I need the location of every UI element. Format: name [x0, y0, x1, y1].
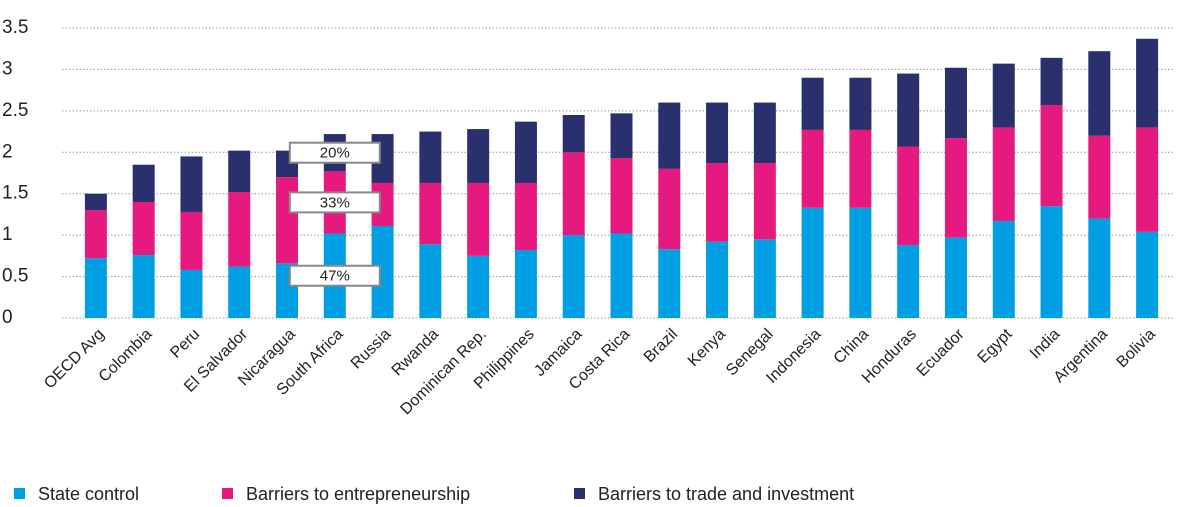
bar-segment	[371, 226, 394, 318]
bar-segment	[1088, 218, 1111, 318]
x-tick-label: Ecuador	[914, 325, 969, 380]
bar-segment	[1136, 38, 1159, 128]
bar-segment	[658, 102, 681, 169]
bar-segment	[562, 152, 585, 236]
legend-swatch	[222, 488, 233, 499]
x-tick-label: India	[1027, 326, 1064, 363]
bar-segment	[1136, 127, 1159, 232]
bar-segment	[992, 221, 1015, 318]
x-tick-label: Egypt	[975, 325, 1016, 366]
bar-segment	[467, 182, 490, 256]
bar-segment	[84, 258, 107, 318]
x-tick-label: Dominican Rep.	[397, 326, 490, 419]
y-tick-label: 2.5	[2, 100, 28, 121]
bar-segment	[180, 211, 203, 270]
y-tick-label: 2	[2, 141, 13, 162]
bar-segment	[897, 245, 920, 318]
bar-segment	[419, 182, 442, 245]
bar-segment	[419, 244, 442, 318]
bar-segment	[467, 129, 490, 183]
bar-segment	[514, 182, 537, 251]
bar-segment	[801, 129, 824, 208]
bar-segment	[1040, 206, 1063, 318]
bar-segment	[753, 239, 776, 318]
bar-segment	[562, 235, 585, 318]
bar-segment	[84, 193, 107, 211]
bar-segment	[1136, 231, 1159, 318]
x-tick-label: Bolivia	[1114, 326, 1159, 371]
bar-segment	[706, 163, 729, 242]
bar-segment	[658, 249, 681, 318]
legend-label: State control	[38, 484, 139, 504]
bar-segment	[562, 115, 585, 153]
bar-segment	[849, 77, 872, 130]
bar-segment	[228, 150, 251, 193]
bar-segment	[897, 73, 920, 147]
bar-segment	[753, 102, 776, 164]
bar-segment	[1040, 57, 1063, 106]
x-tick-label: Peru	[167, 326, 203, 362]
bar-segment	[992, 63, 1015, 128]
annotation-box	[288, 141, 381, 164]
legend-label: Barriers to trade and investment	[598, 484, 854, 504]
bar-segment	[467, 255, 490, 318]
bar-segment	[84, 210, 107, 259]
bar-segment	[801, 207, 824, 318]
bar-segment	[514, 250, 537, 318]
bar-segment	[180, 156, 203, 212]
bar-segment	[610, 233, 633, 318]
annotation: 33%	[320, 194, 350, 211]
legend-swatch	[14, 488, 25, 499]
bar-segment	[1040, 105, 1063, 207]
bar-segment	[944, 138, 967, 238]
x-tick-label: Kenya	[685, 326, 729, 370]
bar-segment	[801, 77, 824, 130]
bar-segment	[706, 102, 729, 164]
y-tick-label: 1.5	[2, 183, 28, 204]
y-tick-label: 3.5	[2, 17, 28, 38]
bar-segment	[180, 269, 203, 318]
x-tick-label: China	[831, 326, 873, 368]
bar-segment	[992, 127, 1015, 222]
bar-segment	[132, 164, 155, 202]
bar-segment	[849, 129, 872, 208]
x-tick-label: Colombia	[96, 326, 156, 386]
bar-segment	[419, 131, 442, 183]
annotation-box	[288, 191, 381, 214]
bar-segment	[1088, 51, 1111, 136]
annotation: 47%	[320, 268, 350, 285]
bar-segment	[1088, 135, 1111, 219]
bar-segment	[944, 237, 967, 318]
y-tick-label: 3	[2, 58, 13, 79]
bar-segment	[849, 207, 872, 318]
bar-segment	[610, 113, 633, 159]
bar-segment	[658, 168, 681, 250]
bar-segment	[610, 158, 633, 234]
annotation-box	[288, 264, 381, 287]
legend-label: Barriers to entrepreneurship	[246, 484, 470, 504]
x-tick-label: OECD Avg	[41, 326, 108, 393]
bar-segment	[132, 202, 155, 256]
bar-segment	[514, 121, 537, 183]
x-tick-label: Brazil	[641, 326, 681, 366]
bar-segment	[944, 67, 967, 139]
x-tick-label: Russia	[348, 326, 395, 373]
bar-segment	[706, 241, 729, 318]
annotation: 20%	[320, 145, 350, 162]
bar-segment	[276, 177, 299, 264]
bar-segment	[228, 266, 251, 318]
y-tick-label: 1	[2, 224, 13, 245]
y-tick-label: 0.5	[2, 266, 28, 287]
bar-segment	[228, 192, 251, 267]
legend-swatch	[574, 488, 585, 499]
y-tick-label: 0	[2, 307, 13, 328]
bar-segment	[897, 146, 920, 246]
bar-segment	[753, 163, 776, 240]
bar-segment	[132, 255, 155, 318]
